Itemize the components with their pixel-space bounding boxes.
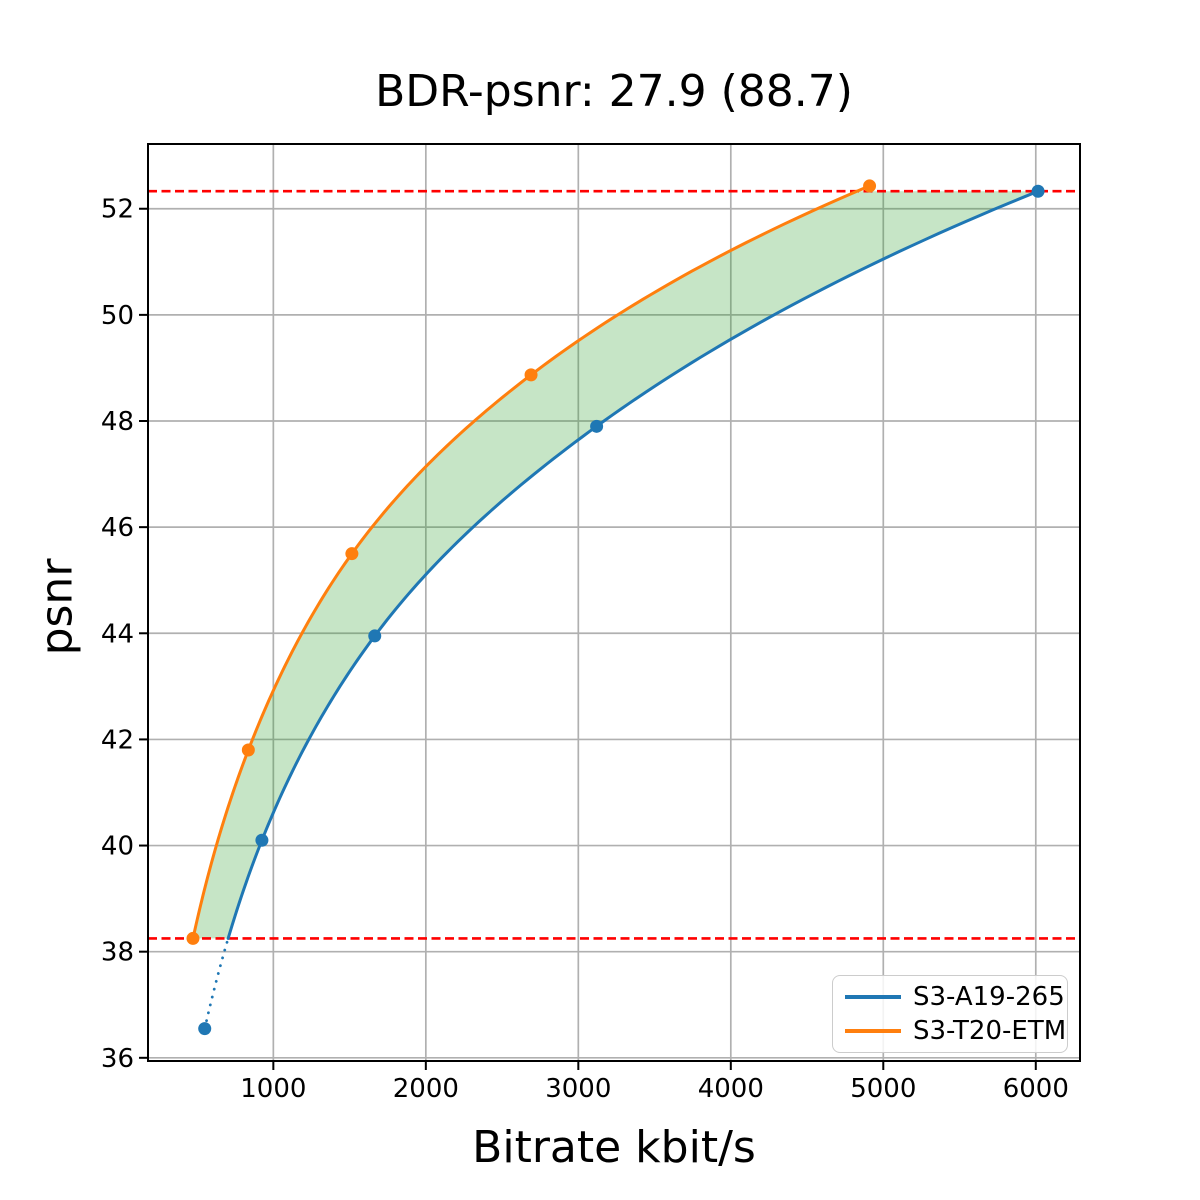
- y-tick-label: 46: [101, 513, 134, 543]
- legend-item-series-0: S3-A19-265: [839, 981, 1065, 1013]
- grid-lines: [148, 144, 1080, 1061]
- y-tick-label: 50: [101, 301, 134, 331]
- axis-ticks-and-labels: 1000 2000 3000 4000 5000 6000 36 38 40 42 44 46 48 50…: [101, 195, 1069, 1104]
- data-point-blue: [368, 629, 382, 643]
- data-point-blue: [590, 419, 604, 433]
- data-point-blue: [255, 833, 269, 847]
- data-point-markers: [186, 179, 1045, 1036]
- y-tick-label: 48: [101, 407, 134, 437]
- legend-line-swatch-orange: [845, 1029, 901, 1033]
- legend: S3-A19-265 S3-T20-ETM: [832, 975, 1068, 1053]
- series-curve-S3-A19-265: [226, 189, 1040, 940]
- data-point-orange: [186, 931, 200, 945]
- legend-label-series-0: S3-A19-265: [913, 982, 1065, 1012]
- data-point-orange: [241, 743, 255, 757]
- legend-item-series-1: S3-T20-ETM: [839, 1015, 1066, 1047]
- x-tick-label: 6000: [1003, 1074, 1069, 1104]
- x-axis-label: Bitrate kbit/s: [472, 1122, 756, 1173]
- y-tick-label: 44: [101, 619, 134, 649]
- axes-frame: [147, 143, 1081, 1062]
- bd-fill-region: [192, 191, 1039, 939]
- y-tick-label: 42: [101, 725, 134, 755]
- x-tick-label: 4000: [698, 1074, 764, 1104]
- data-point-orange: [863, 179, 877, 193]
- legend-label-series-1: S3-T20-ETM: [913, 1016, 1067, 1046]
- data-point-blue: [1031, 184, 1045, 198]
- x-tick-label: 2000: [393, 1074, 459, 1104]
- series-curve-blue-dotted: [203, 937, 230, 1031]
- y-tick-label: 40: [101, 832, 134, 862]
- y-tick-label: 52: [101, 195, 134, 225]
- y-tick-label: 38: [101, 938, 134, 968]
- x-tick-label: 3000: [545, 1074, 611, 1104]
- chart-title: BDR-psnr: 27.9 (88.7): [375, 66, 853, 117]
- legend-line-swatch-blue: [845, 995, 901, 999]
- data-point-orange: [345, 547, 359, 561]
- x-tick-label: 1000: [240, 1074, 306, 1104]
- data-point-blue: [198, 1022, 212, 1036]
- x-tick-label: 5000: [850, 1074, 916, 1104]
- data-point-orange: [524, 368, 538, 382]
- y-axis-label: psnr: [31, 558, 83, 656]
- y-tick-label: 36: [101, 1044, 134, 1074]
